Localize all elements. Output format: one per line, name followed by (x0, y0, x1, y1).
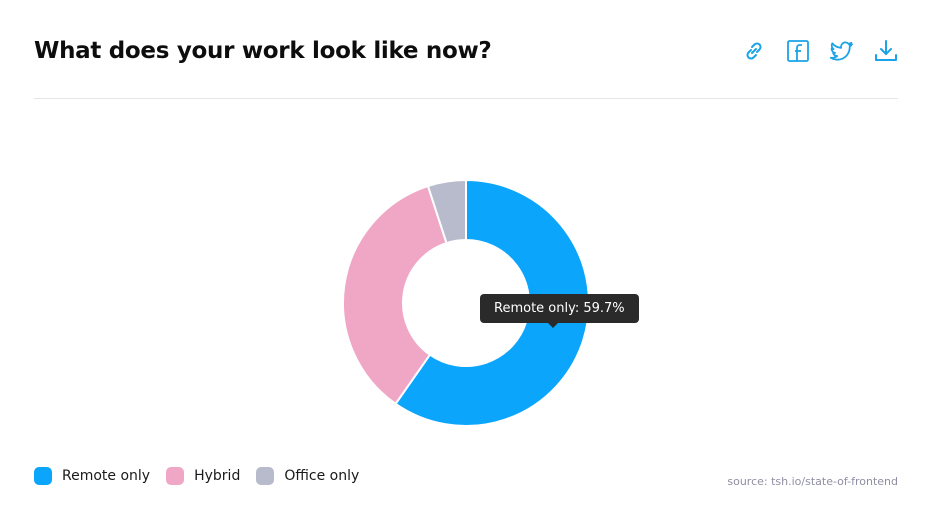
source-credit: source: tsh.io/state-of-frontend (727, 475, 898, 488)
slice-office-only[interactable] (426, 178, 467, 245)
legend-item-hybrid[interactable]: Hybrid (166, 467, 240, 485)
share-facebook-button[interactable] (785, 38, 811, 64)
twitter-icon (829, 41, 853, 61)
chart-legend: Remote only Hybrid Office only (34, 467, 359, 485)
header-divider (34, 98, 898, 99)
legend-swatch-remote-only (34, 467, 52, 485)
chart-tooltip: Remote only: 59.7% (480, 294, 639, 328)
legend-label: Hybrid (194, 468, 241, 484)
legend-swatch-hybrid (166, 467, 185, 485)
link-icon (746, 42, 762, 60)
download-button[interactable] (873, 38, 899, 64)
facebook-icon (787, 40, 809, 62)
legend-label: Office only (284, 468, 360, 484)
legend-swatch-office-only (256, 467, 275, 485)
slice-remote-only[interactable] (394, 178, 590, 427)
chart-title: What does your work look like now? (34, 38, 492, 64)
legend-label: Remote only (62, 468, 151, 484)
share-toolbar (741, 38, 899, 64)
download-icon (875, 40, 897, 61)
legend-item-remote-only[interactable]: Remote only (34, 467, 150, 485)
legend-item-office-only[interactable]: Office only (256, 467, 359, 485)
copy-link-button[interactable] (741, 38, 767, 64)
slice-hybrid[interactable] (342, 184, 448, 406)
share-twitter-button[interactable] (829, 38, 855, 64)
